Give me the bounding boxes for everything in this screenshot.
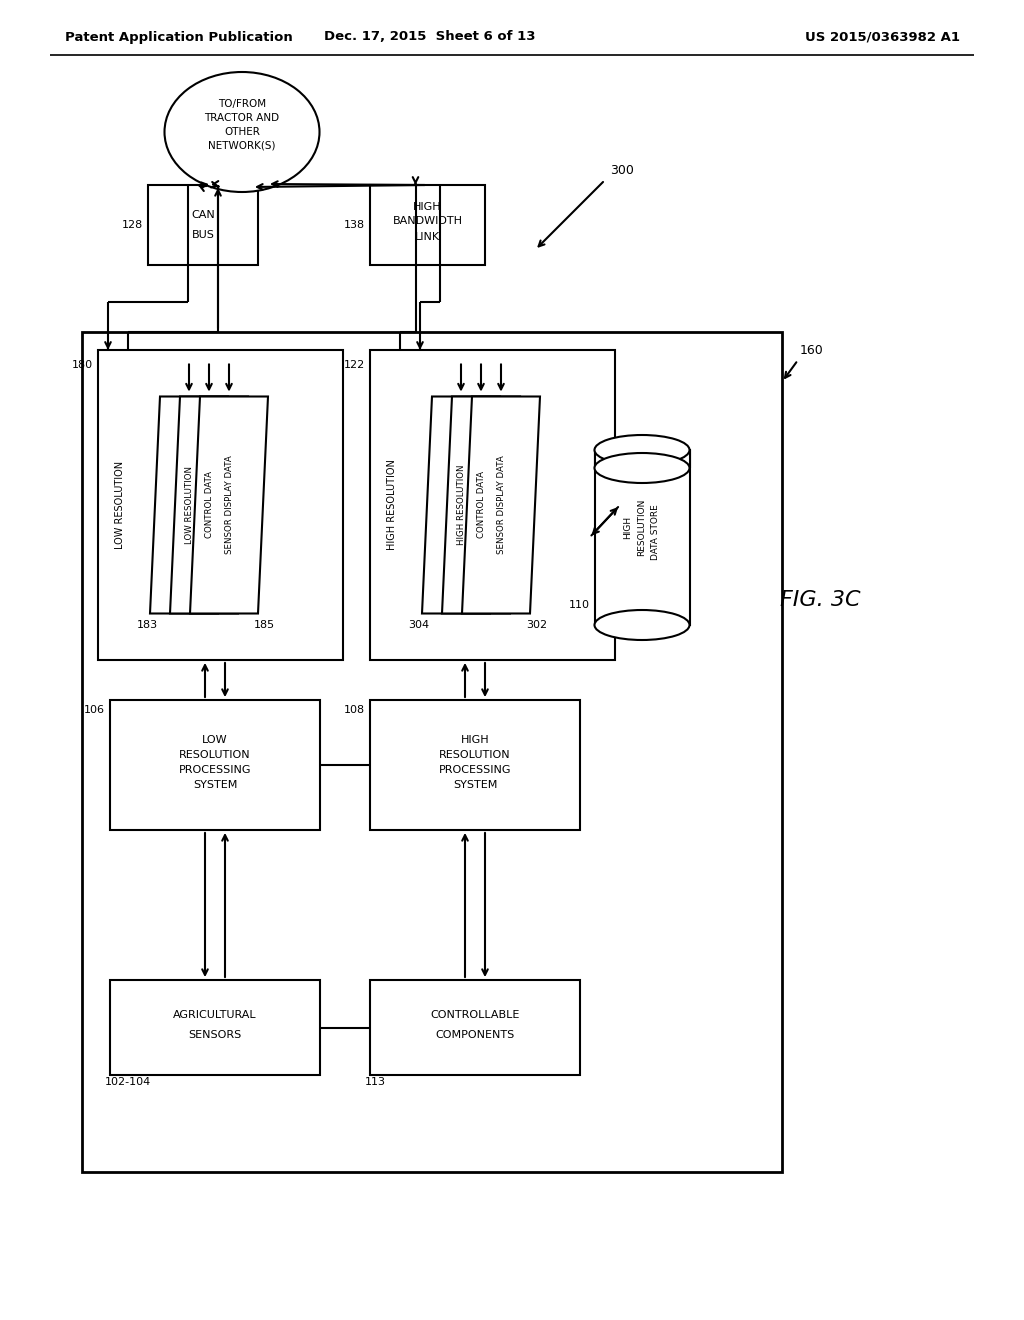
Text: 302: 302: [526, 620, 547, 631]
Text: Patent Application Publication: Patent Application Publication: [65, 30, 293, 44]
Bar: [110, 979, 319, 1074]
Text: PROCESSING: PROCESSING: [179, 766, 251, 775]
Text: SYSTEM: SYSTEM: [193, 780, 238, 789]
Bar: [110, 700, 319, 830]
Bar: [148, 185, 258, 265]
Text: CONTROL DATA: CONTROL DATA: [476, 471, 485, 539]
Polygon shape: [190, 396, 268, 614]
Text: AGRICULTURAL: AGRICULTURAL: [173, 1011, 257, 1020]
Text: LOW: LOW: [202, 735, 227, 744]
Polygon shape: [462, 396, 540, 614]
Text: LINK: LINK: [415, 232, 440, 242]
Text: TO/FROM: TO/FROM: [218, 99, 266, 110]
Text: SENSORS: SENSORS: [188, 1031, 242, 1040]
Bar: [370, 700, 580, 830]
Bar: [370, 350, 615, 660]
Text: 138: 138: [344, 220, 365, 230]
Ellipse shape: [165, 73, 319, 191]
Text: CONTROLLABLE: CONTROLLABLE: [430, 1011, 520, 1020]
Polygon shape: [150, 396, 228, 614]
Ellipse shape: [595, 610, 689, 640]
Bar: [370, 185, 485, 265]
Text: 102-104: 102-104: [105, 1077, 152, 1086]
Text: 160: 160: [800, 343, 823, 356]
Text: HIGH RESOLUTION: HIGH RESOLUTION: [457, 465, 466, 545]
Text: RESOLUTION: RESOLUTION: [439, 750, 511, 760]
Text: Dec. 17, 2015  Sheet 6 of 13: Dec. 17, 2015 Sheet 6 of 13: [325, 30, 536, 44]
Text: US 2015/0363982 A1: US 2015/0363982 A1: [805, 30, 961, 44]
Text: NETWORK(S): NETWORK(S): [208, 141, 275, 150]
Text: FIG. 3C: FIG. 3C: [779, 590, 860, 610]
Ellipse shape: [595, 453, 689, 483]
Bar: [370, 979, 580, 1074]
Text: TRACTOR AND: TRACTOR AND: [205, 114, 280, 123]
Bar: [98, 350, 343, 660]
Text: 304: 304: [409, 620, 429, 631]
Text: CONTROL DATA: CONTROL DATA: [205, 471, 213, 539]
Text: HIGH: HIGH: [414, 202, 441, 213]
Text: HIGH: HIGH: [624, 516, 633, 539]
Text: 180: 180: [72, 360, 93, 370]
Text: RESOLUTION: RESOLUTION: [179, 750, 251, 760]
Text: 122: 122: [344, 360, 365, 370]
Polygon shape: [422, 396, 500, 614]
Text: 108: 108: [344, 705, 365, 715]
Text: SYSTEM: SYSTEM: [453, 780, 498, 789]
Polygon shape: [170, 396, 248, 614]
Text: LOW RESOLUTION: LOW RESOLUTION: [115, 461, 125, 549]
Text: COMPONENTS: COMPONENTS: [435, 1031, 515, 1040]
Text: HIGH RESOLUTION: HIGH RESOLUTION: [387, 459, 397, 550]
Text: SENSOR DISPLAY DATA: SENSOR DISPLAY DATA: [224, 455, 233, 554]
Text: HIGH: HIGH: [461, 735, 489, 744]
Bar: [82, 333, 782, 1172]
Text: 128: 128: [122, 220, 143, 230]
Ellipse shape: [595, 436, 689, 465]
Text: SENSOR DISPLAY DATA: SENSOR DISPLAY DATA: [497, 455, 506, 554]
Text: 183: 183: [136, 620, 158, 631]
Text: 185: 185: [254, 620, 275, 631]
Text: BANDWIDTH: BANDWIDTH: [392, 216, 463, 226]
Text: BUS: BUS: [191, 230, 214, 240]
Bar: [595, 450, 689, 469]
Text: 110: 110: [568, 601, 590, 610]
Bar: [595, 450, 689, 624]
Text: PROCESSING: PROCESSING: [438, 766, 511, 775]
Text: RESOLUTION: RESOLUTION: [638, 499, 646, 556]
Text: DATA STORE: DATA STORE: [651, 504, 660, 561]
Text: OTHER: OTHER: [224, 127, 260, 137]
Text: CAN: CAN: [191, 210, 215, 220]
Text: 300: 300: [610, 164, 634, 177]
Text: 113: 113: [365, 1077, 386, 1086]
Text: 106: 106: [84, 705, 105, 715]
Text: LOW RESOLUTION: LOW RESOLUTION: [184, 466, 194, 544]
Polygon shape: [442, 396, 520, 614]
